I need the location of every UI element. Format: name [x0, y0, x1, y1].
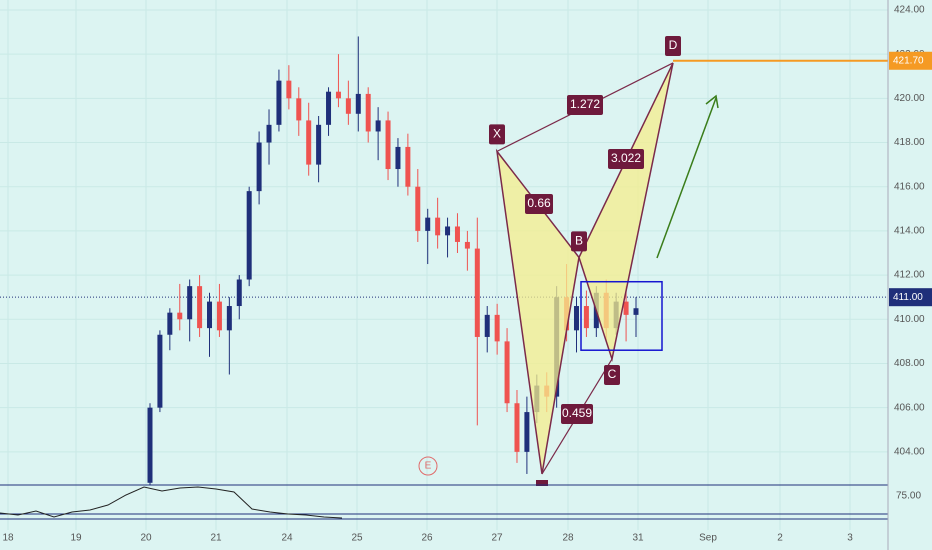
candle-body [573, 306, 579, 331]
x-tick-label: 25 [351, 533, 363, 544]
x-tick-label: 18 [2, 533, 14, 544]
event-label: E [425, 461, 432, 472]
price-tag-label: 421.70 [893, 55, 924, 66]
grid [0, 0, 888, 530]
candle-body [197, 286, 203, 329]
pattern-point-label: C [608, 367, 617, 381]
indicator-label: 75.00 [896, 491, 921, 502]
candle-body [415, 186, 421, 231]
pattern-point-label: X [493, 127, 501, 141]
candle-body [445, 226, 451, 236]
arrow-head [705, 94, 719, 109]
x-tick-label: 19 [70, 533, 82, 544]
candle-body [207, 301, 213, 329]
pattern-point-label-box [489, 124, 505, 145]
axes: 404.00 406.00 408.00 410.00 412.00 414.00 416.… [2, 5, 932, 544]
ratio-label-box [608, 149, 644, 169]
y-tick-label: 414.00 [894, 226, 925, 237]
price-tag [889, 51, 932, 70]
x-tick-label: 31 [632, 533, 644, 544]
y-tick-label: 406.00 [894, 402, 925, 413]
candle-body [524, 412, 530, 452]
x-tick-label: 24 [281, 533, 293, 544]
candle-body [435, 217, 441, 236]
candle-body [246, 191, 252, 280]
ratio-label-box [567, 95, 603, 115]
candle-body [187, 286, 193, 320]
candle-body [365, 93, 371, 132]
x-tick-label: 26 [421, 533, 433, 544]
y-tick-label: 412.00 [894, 270, 925, 281]
zone-box [580, 280, 663, 351]
x-tick-label: 3 [847, 533, 853, 544]
candle-body [167, 312, 173, 335]
y-tick-label: 410.00 [894, 314, 925, 325]
x-tick-label: Sep [699, 533, 717, 544]
candle-body [256, 142, 262, 192]
candle-body [395, 146, 401, 170]
candle-body [147, 407, 153, 483]
candle-body [454, 226, 460, 242]
candle-body [425, 217, 431, 231]
pattern-point-a [536, 480, 548, 486]
ratio-label-box [525, 194, 553, 214]
candle-body [484, 314, 490, 337]
y-tick-label: 424.00 [894, 5, 925, 16]
candle-body [633, 308, 639, 315]
candle-body [326, 91, 332, 125]
ratio-label: 3.022 [611, 151, 641, 165]
candle-body [316, 124, 322, 165]
pattern-point-label: D [669, 38, 678, 52]
y-tick-label: 404.00 [894, 446, 925, 457]
price-tag [889, 288, 932, 307]
candle-body [623, 301, 629, 315]
candle-body [236, 279, 242, 307]
candle-body [385, 120, 391, 170]
candle-body [375, 120, 381, 132]
pattern-point-label-box [571, 231, 587, 252]
candle-body [494, 314, 500, 342]
candle-body [157, 334, 163, 408]
candle-body [177, 312, 183, 320]
price-tag-label: 411.00 [893, 292, 923, 303]
candle-body [226, 306, 232, 331]
y-tick-label: 416.00 [894, 181, 925, 192]
indicator-line [0, 486, 343, 519]
candle-body [286, 80, 292, 99]
pattern-point-label: B [575, 234, 583, 248]
y-tick-label: 418.00 [894, 137, 925, 148]
x-tick-label: 28 [562, 533, 574, 544]
candle-body [514, 403, 520, 452]
ratio-label: 1.272 [570, 97, 600, 111]
x-tick-label: 21 [210, 533, 222, 544]
candle-body [504, 341, 510, 404]
y-tick-label: 420.00 [894, 93, 925, 104]
candle-body [266, 124, 272, 143]
candle-body [335, 91, 341, 99]
pattern-point-label-box [604, 365, 620, 386]
candle-body [583, 306, 589, 329]
x-tick-label: 2 [777, 533, 783, 544]
candle-body [276, 80, 282, 125]
candle-body [474, 248, 480, 337]
pattern-point-label-box [665, 35, 681, 56]
candle-body [345, 98, 351, 114]
ratio-label-box [561, 404, 593, 424]
candle-body [355, 93, 361, 114]
x-tick-label: 20 [140, 533, 152, 544]
pattern: X B C D 1.272 0.66 3.022 0.459 E [418, 35, 681, 486]
y-tick-label: 408.00 [894, 358, 925, 369]
x-tick-label: 27 [491, 533, 503, 544]
forecast-arrow [656, 97, 717, 259]
ratio-label: 0.459 [562, 406, 592, 420]
candle-body [216, 301, 222, 331]
ratio-label: 0.66 [527, 196, 551, 210]
candle-body [405, 146, 411, 187]
candle-body [464, 241, 470, 249]
candle-body [306, 120, 312, 165]
event-marker [418, 456, 438, 476]
candle-body [296, 98, 302, 121]
